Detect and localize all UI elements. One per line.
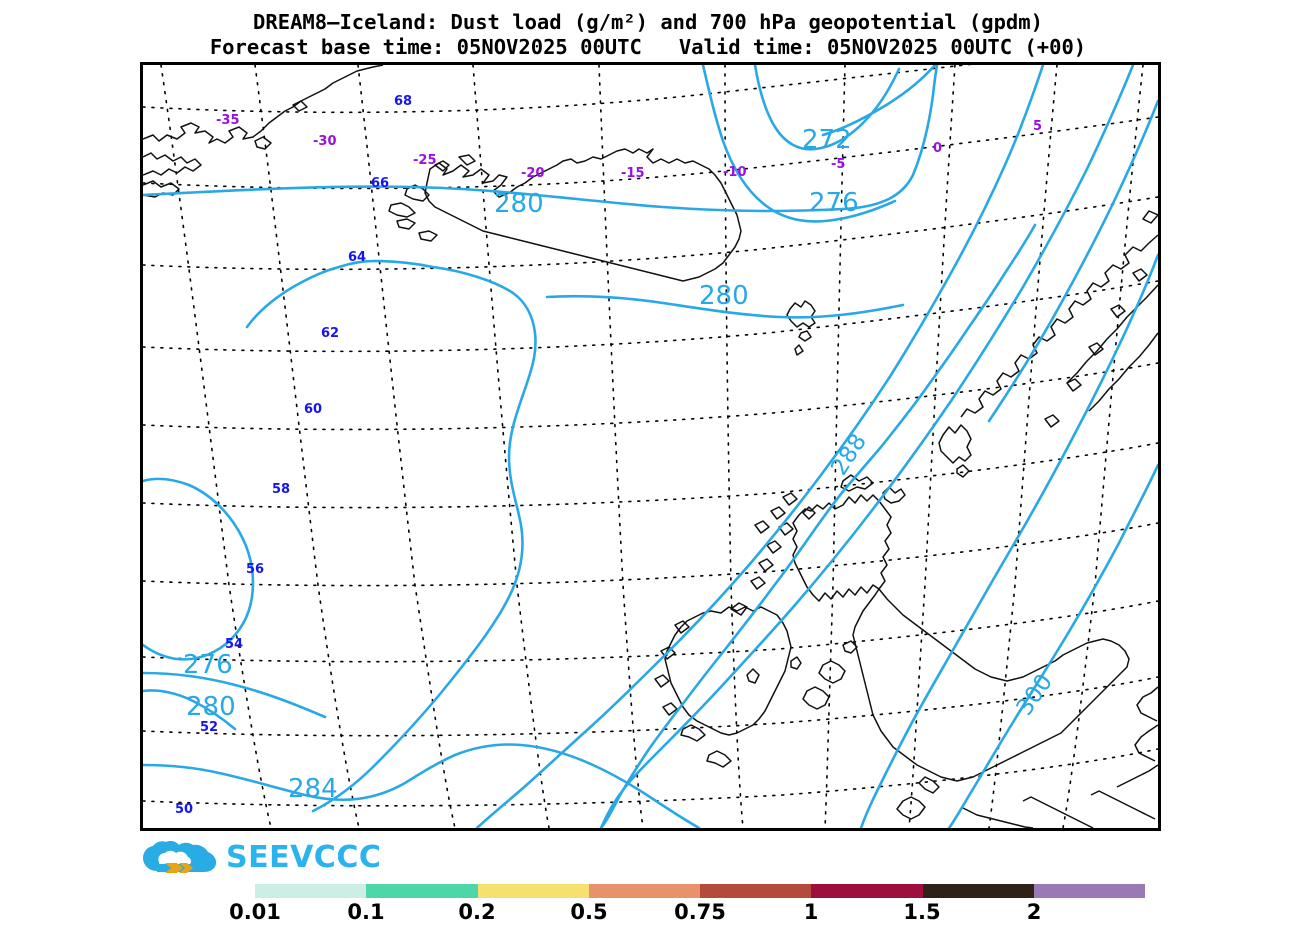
colorbar-segment-2 (366, 884, 478, 898)
title-line-1: DREAM8—Iceland: Dust load (g/m²) and 700… (253, 10, 1043, 34)
colorbar-tick-3: 0.5 (570, 900, 608, 924)
colorbar-tick-6: 1.5 (903, 900, 941, 924)
lat-label-56: 56 (246, 562, 264, 577)
lat-label-68: 68 (394, 94, 412, 109)
colorbar-segment-1 (255, 884, 367, 898)
lon-label-m30: -30 (313, 134, 337, 149)
lon-label-m20: -20 (521, 166, 545, 181)
colorbar-segment-5 (700, 884, 812, 898)
colorbar-tick-labels: 0.01 0.1 0.2 0.5 0.75 1 1.5 2 (0, 900, 1296, 925)
map-canvas: 68 66 64 62 60 58 56 54 52 50 -35 -30 -2… (143, 65, 1158, 828)
lat-label-62: 62 (321, 326, 339, 341)
lat-label-52: 52 (200, 720, 218, 735)
lon-label-m10: -10 (723, 165, 747, 180)
coastline-england (852, 588, 1130, 782)
colorbar-segment-4 (588, 884, 700, 898)
contour-280-east (599, 65, 1135, 828)
coastline-norway (960, 234, 1158, 418)
coastline-shetland (938, 424, 972, 464)
colorbar-segment-7 (922, 884, 1034, 898)
coastline-orkney (882, 486, 906, 504)
contour-272 (753, 65, 901, 151)
colorbar-tick-2: 0.2 (458, 900, 496, 924)
coastline-iceland (424, 148, 742, 282)
colorbar-segment-3 (477, 884, 589, 898)
contour-label-288: 288 (826, 429, 872, 480)
colorbar-tick-7: 2 (1026, 900, 1042, 924)
coastline-scotland (792, 494, 892, 602)
lon-label-m25: -25 (413, 153, 437, 168)
coastline-isle-of-man (790, 656, 802, 670)
contour-label-280-a: 280 (494, 189, 544, 219)
graticule-longitude-lines (160, 65, 1144, 828)
contour-label-280-c: 280 (186, 692, 236, 722)
longitude-labels: -35 -30 -25 -20 -15 -10 -5 0 5 (216, 113, 1042, 181)
latitude-labels: 68 66 64 62 60 58 56 54 52 50 (175, 94, 412, 817)
contour-284-main (143, 743, 701, 828)
colorbar: 0.01 0.1 0.2 0.5 0.75 1 1.5 2 (0, 884, 1296, 925)
lon-label-m5: -5 (831, 157, 845, 172)
contour-300 (859, 253, 1158, 828)
colorbar-gradient[interactable] (255, 884, 1145, 898)
logo-text: SEEVCCC (226, 840, 382, 875)
seevccc-logo[interactable]: SEEVCCC (143, 836, 381, 880)
lon-label-0: 0 (933, 141, 942, 156)
colorbar-segment-8 (1033, 884, 1145, 898)
cloud-icon (143, 841, 217, 873)
lat-label-50: 50 (175, 802, 193, 817)
colorbar-tick-4: 0.75 (674, 900, 726, 924)
contour-280-mid (545, 294, 905, 319)
contour-280-main (311, 259, 537, 813)
lon-label-5: 5 (1033, 119, 1042, 134)
contour-284 (143, 671, 327, 719)
title-line-2: Forecast base time: 05NOV2025 00UTC Vali… (209, 35, 1087, 59)
colorbar-tick-5: 1 (803, 900, 819, 924)
colorbar-segment-6 (811, 884, 923, 898)
coastline-france (960, 806, 1034, 828)
contour-label-276-a: 276 (809, 188, 859, 218)
graticule-latitude-lines (143, 65, 1158, 807)
colorbar-tick-1: 0.1 (347, 900, 385, 924)
contour-276-east (475, 65, 1045, 828)
contour-276-north (701, 65, 897, 223)
contour-labels: 280 280 272 276 276 280 284 288 300 (183, 125, 1058, 804)
lon-label-m35: -35 (216, 113, 240, 128)
lat-label-60: 60 (304, 402, 322, 417)
lon-label-m15: -15 (621, 166, 645, 181)
coastline-faroe-islands (786, 300, 816, 328)
lat-label-54: 54 (225, 637, 243, 652)
lat-label-66: 66 (371, 176, 389, 191)
contour-280-north (143, 185, 845, 213)
lat-label-64: 64 (348, 250, 366, 265)
chart-title-block: DREAM8—Iceland: Dust load (g/m²) and 700… (0, 10, 1296, 60)
map-panel[interactable]: 68 66 64 62 60 58 56 54 52 50 -35 -30 -2… (140, 62, 1161, 831)
contour-276-low (143, 477, 255, 661)
contour-label-276-b: 276 (183, 650, 233, 680)
contour-280-lowleft (143, 689, 237, 731)
lat-label-58: 58 (272, 482, 290, 497)
coastline-ireland (664, 606, 792, 736)
geopotential-contours (143, 65, 1158, 828)
colorbar-tick-0: 0.01 (229, 900, 281, 924)
contour-label-280-b: 280 (699, 281, 749, 311)
coastline-greenland (143, 65, 384, 144)
contour-label-272: 272 (802, 125, 852, 155)
coastlines (143, 65, 1158, 828)
contour-288 (599, 487, 847, 828)
contour-label-284: 284 (288, 774, 338, 804)
